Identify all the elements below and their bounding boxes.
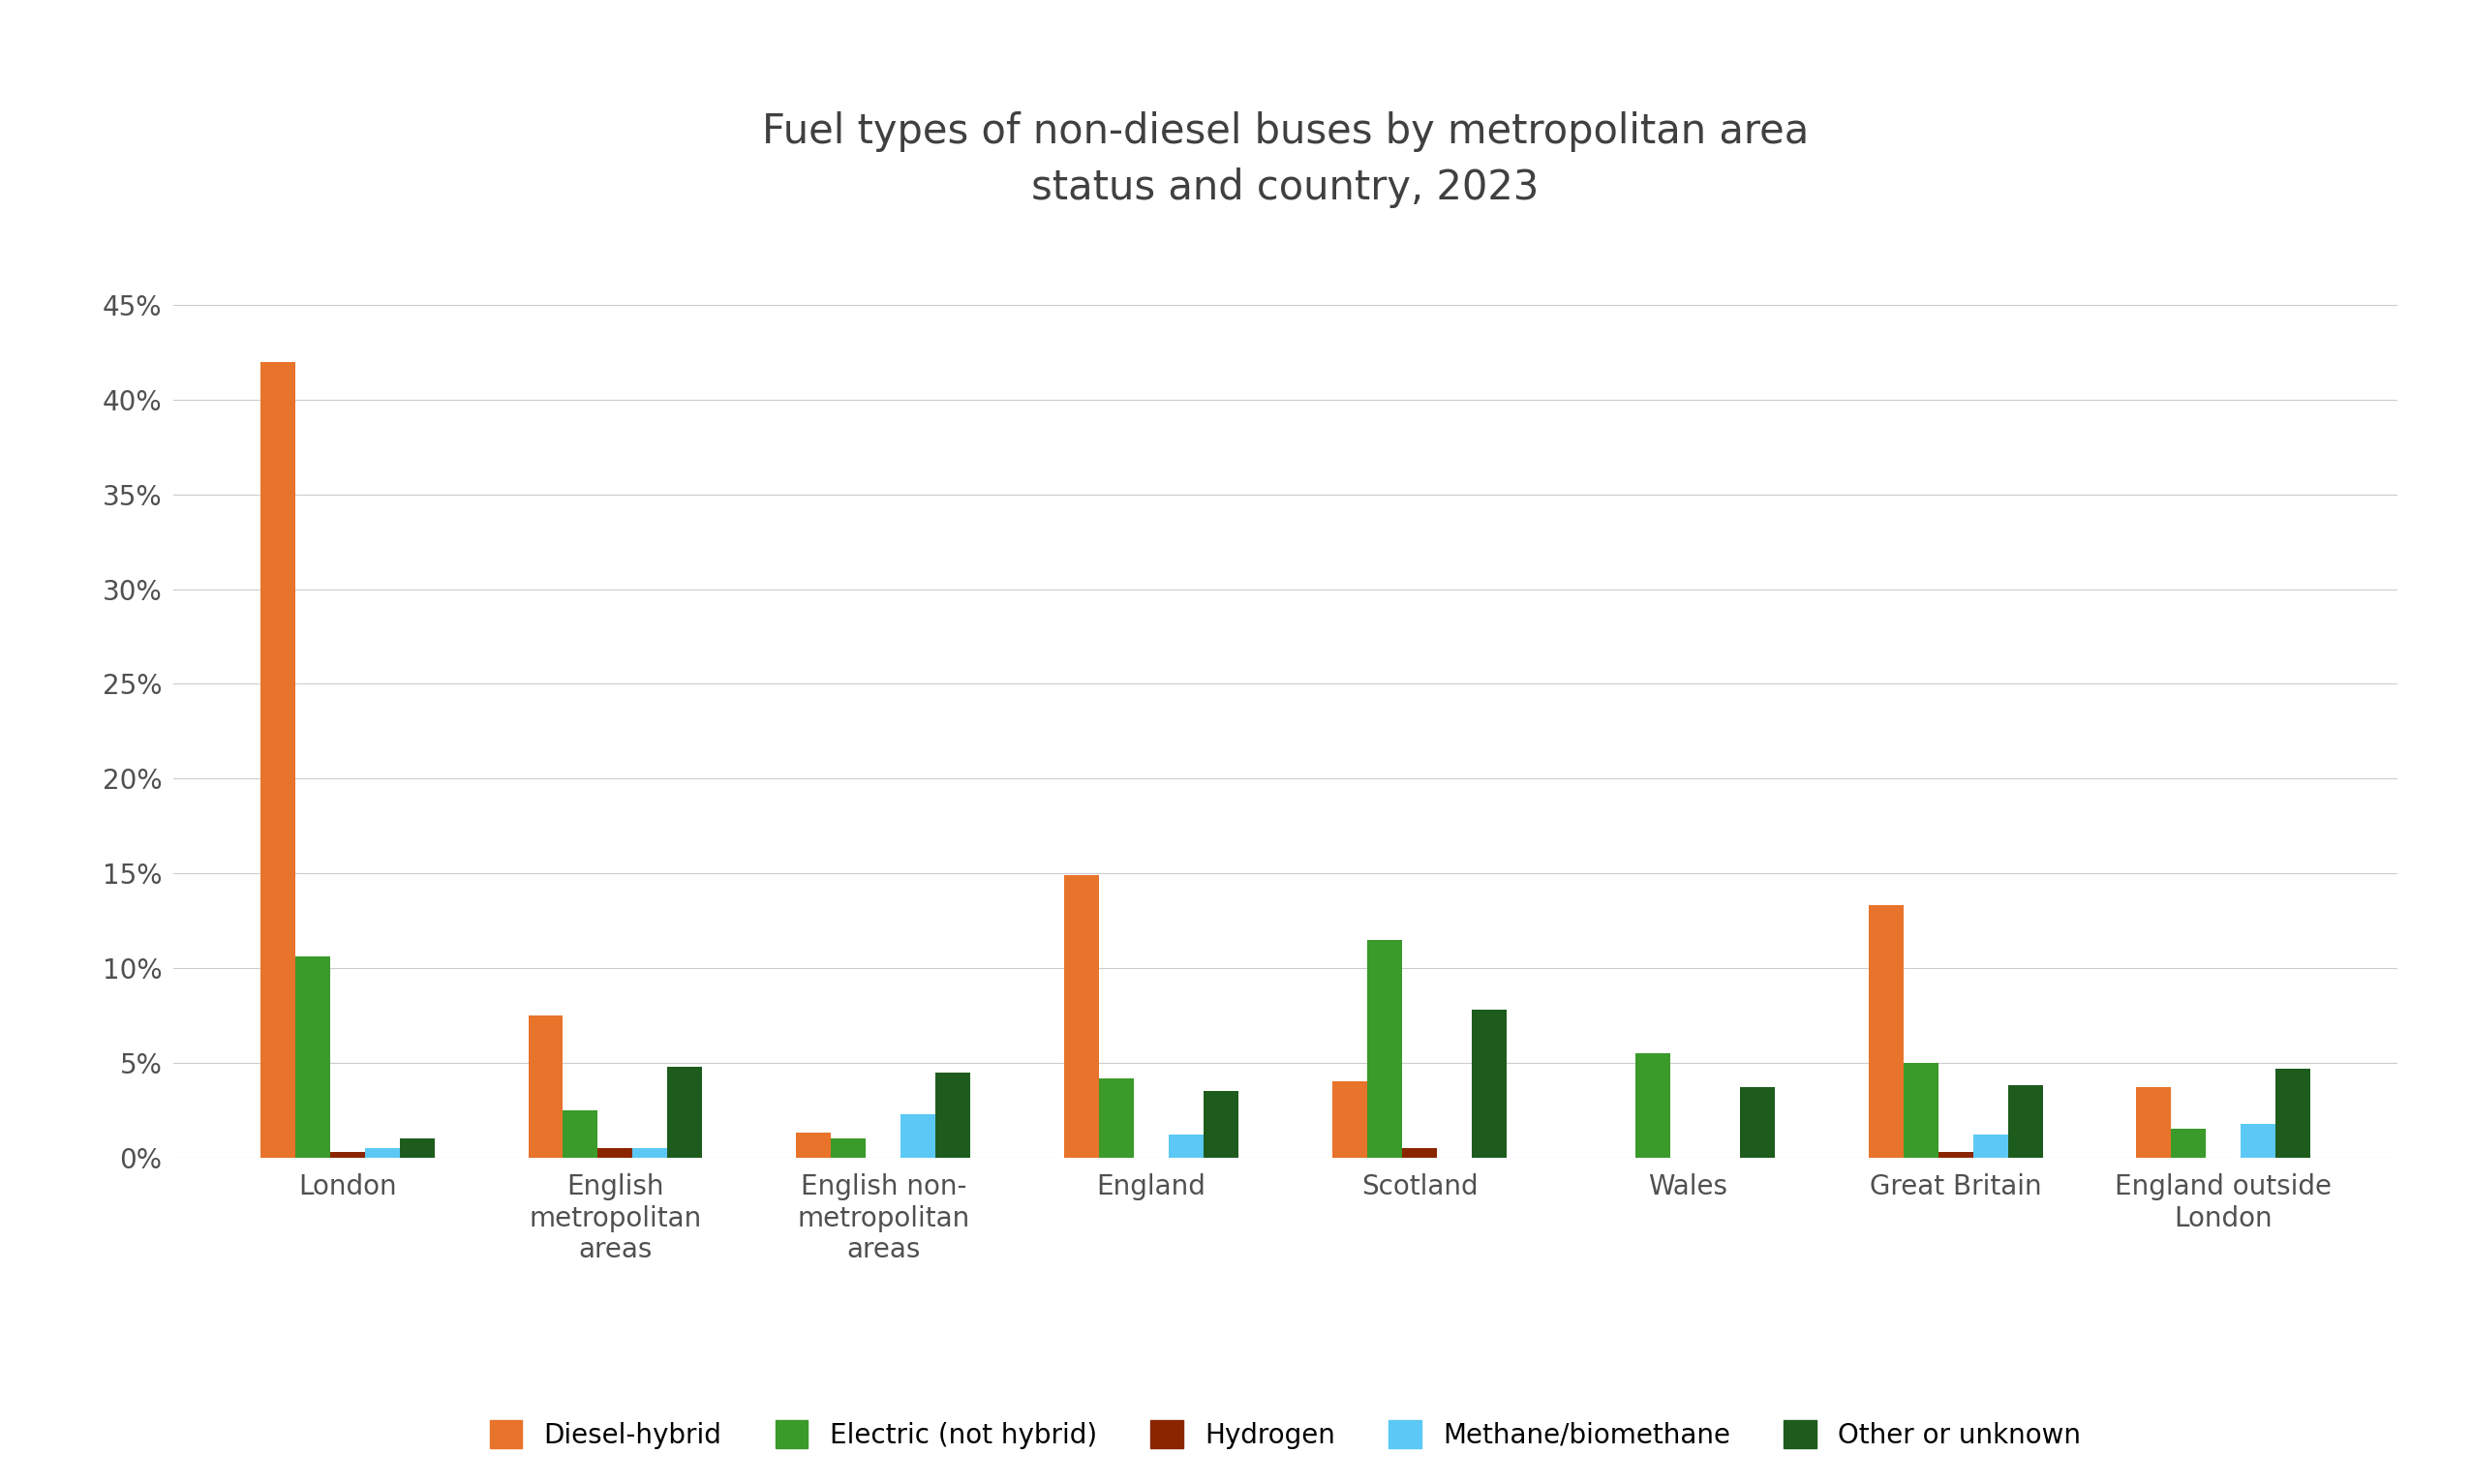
Bar (1065, 876, 1100, 1158)
Bar (934, 1073, 971, 1158)
Bar (2170, 1129, 2205, 1158)
Bar (400, 1138, 435, 1158)
Bar (2007, 1085, 2042, 1158)
Bar (1973, 1135, 2007, 1158)
Bar (831, 1138, 865, 1158)
Bar (633, 1149, 667, 1158)
Bar (1938, 1152, 1973, 1158)
Legend: Diesel-hybrid, Electric (not hybrid), Hydrogen, Methane/biomethane, Other or unk: Diesel-hybrid, Electric (not hybrid), Hy… (489, 1420, 2081, 1448)
Bar (366, 1149, 400, 1158)
Bar (2242, 1123, 2277, 1158)
Bar (1204, 1091, 1238, 1158)
Bar (1740, 1088, 1775, 1158)
Bar (1332, 1082, 1367, 1158)
Bar (1903, 1063, 1938, 1158)
Bar (329, 1152, 366, 1158)
Bar (1169, 1135, 1204, 1158)
Title: Fuel types of non-diesel buses by metropolitan area
status and country, 2023: Fuel types of non-diesel buses by metrop… (761, 111, 1810, 209)
Bar (260, 362, 294, 1158)
Bar (1636, 1054, 1671, 1158)
Bar (294, 957, 329, 1158)
Bar (564, 1110, 598, 1158)
Bar (900, 1114, 934, 1158)
Bar (796, 1132, 831, 1158)
Bar (529, 1015, 564, 1158)
Bar (2136, 1088, 2170, 1158)
Bar (598, 1149, 633, 1158)
Bar (1367, 939, 1402, 1158)
Bar (1869, 905, 1903, 1158)
Bar (1100, 1077, 1135, 1158)
Bar (667, 1067, 702, 1158)
Bar (1402, 1149, 1436, 1158)
Bar (2277, 1068, 2311, 1158)
Bar (1471, 1009, 1505, 1158)
